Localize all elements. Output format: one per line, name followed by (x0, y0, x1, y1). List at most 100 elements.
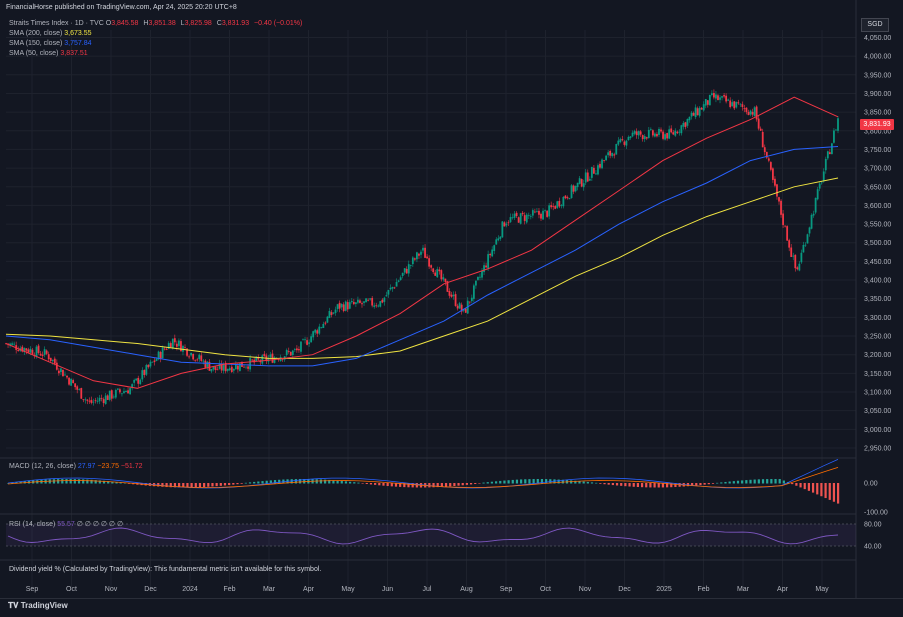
candle-body (828, 152, 831, 155)
candle-body (814, 197, 817, 213)
candle-body (812, 213, 815, 216)
candle-body (334, 309, 337, 313)
macd-histogram-bar (69, 479, 72, 484)
candle-body (234, 364, 237, 370)
candle-body (123, 391, 125, 394)
candle-body (377, 305, 380, 307)
macd-histogram-bar (294, 479, 297, 484)
candle-body (719, 97, 721, 100)
time-tick-label: Apr (777, 586, 789, 593)
price-axis[interactable]: 4,050.00 4,000.00 3,950.00 3,900.00 3,850.00… (864, 35, 891, 453)
candle-body (479, 276, 481, 278)
candle-body (725, 95, 728, 102)
candle-body (224, 362, 227, 372)
sma50-row[interactable]: SMA (50, close) 3,837.51 (9, 49, 305, 59)
macd-histogram-bar (761, 479, 765, 484)
candle-body (523, 215, 526, 221)
sma150-row[interactable]: SMA (150, close) 3,757.84 (9, 39, 305, 49)
candle-body (188, 356, 190, 358)
macd-legend[interactable]: MACD (12, 26, close) 27.97 −23.75 −51.72 (9, 463, 143, 470)
macd-histogram-bar (186, 483, 189, 488)
macd-histogram-bar (61, 479, 64, 484)
time-axis[interactable]: Sep Oct Nov Dec 2024 Feb Mar Apr May Jun Jul Aug Sep… (26, 586, 829, 593)
candle-body (774, 178, 776, 186)
candle-body (208, 361, 211, 371)
candle-body (175, 343, 178, 347)
candle-body (808, 227, 811, 234)
candle-body (566, 197, 569, 199)
candle-body (60, 368, 62, 373)
time-tick-label: Nov (105, 586, 118, 593)
candle-body (125, 391, 127, 393)
candle-body (761, 131, 764, 148)
currency-badge[interactable]: SGD (861, 18, 889, 32)
tradingview-logo[interactable]: 𝐓𝐕 TradingView (8, 601, 68, 611)
ohlc-row: Straits Times Index · 1D · TVC O3,845.58… (9, 19, 305, 29)
candle-body (686, 119, 689, 126)
macd-histogram-bar (515, 479, 519, 484)
candle-body (715, 94, 717, 99)
time-tick-label: Nov (579, 586, 592, 593)
candle-body (826, 151, 829, 159)
rsi-axis-label: 40.00 (864, 544, 882, 551)
macd-histogram-bar (640, 483, 644, 488)
macd-histogram-bar (615, 483, 619, 486)
candle-body (226, 368, 229, 371)
candle-body (163, 348, 166, 350)
candle-body (601, 159, 603, 169)
candle-body (794, 254, 797, 269)
macd-histogram-bar (328, 479, 331, 484)
candle-body (458, 303, 461, 309)
candle-body (25, 348, 28, 351)
candle-body (261, 355, 264, 364)
macd-histogram-bar (374, 483, 377, 485)
candle-body (308, 342, 311, 344)
candle-body (210, 368, 213, 372)
candle-body (454, 294, 457, 306)
candle-body (336, 304, 339, 309)
macd-histogram-bar (457, 483, 460, 486)
candle-body (432, 268, 435, 273)
macd-histogram-bar (173, 483, 177, 488)
candle-body (633, 131, 636, 134)
candle-body (363, 301, 365, 303)
candle-body (499, 236, 502, 239)
macd-histogram-bar (745, 480, 748, 484)
candle-body (169, 343, 172, 348)
candle-body (373, 305, 376, 307)
macd-histogram-bar (711, 483, 715, 484)
candle-body (757, 118, 760, 129)
price-candles (5, 89, 839, 407)
candle-body (729, 100, 732, 108)
candle-body (765, 151, 768, 158)
sma200-row[interactable]: SMA (200, close) 3,673.55 (9, 29, 305, 39)
candle-body (430, 265, 433, 268)
candle-body (654, 133, 656, 137)
candle-body (651, 130, 654, 136)
macd-histogram-bar (532, 479, 535, 484)
macd-histogram-bar (98, 480, 101, 484)
candle-body (533, 211, 536, 213)
candle-body (684, 122, 687, 128)
candle-body (540, 213, 542, 219)
candle-body (745, 107, 748, 113)
candle-body (776, 184, 778, 197)
candle-body (161, 347, 164, 359)
candle-body (678, 131, 681, 133)
macd-histogram-bar (319, 479, 323, 484)
candle-body (668, 129, 671, 139)
candle-body (641, 135, 644, 140)
candle-body (509, 217, 512, 223)
rsi-legend[interactable]: RSI (14, close) 55.57 ∅ ∅ ∅ ∅ ∅ ∅ (9, 520, 123, 528)
macd-histogram-bar (165, 483, 168, 488)
macd-histogram-bar (478, 483, 481, 484)
macd-histogram-bar (19, 481, 22, 484)
symbol-title[interactable]: Straits Times Index · 1D · TVC (9, 20, 104, 27)
candle-body (426, 256, 428, 259)
candle-body (287, 351, 290, 352)
price-tick-label: 4,050.00 (864, 35, 891, 42)
macd-histogram-bar (361, 483, 364, 484)
candle-body (121, 393, 123, 395)
candle-body (80, 388, 83, 399)
